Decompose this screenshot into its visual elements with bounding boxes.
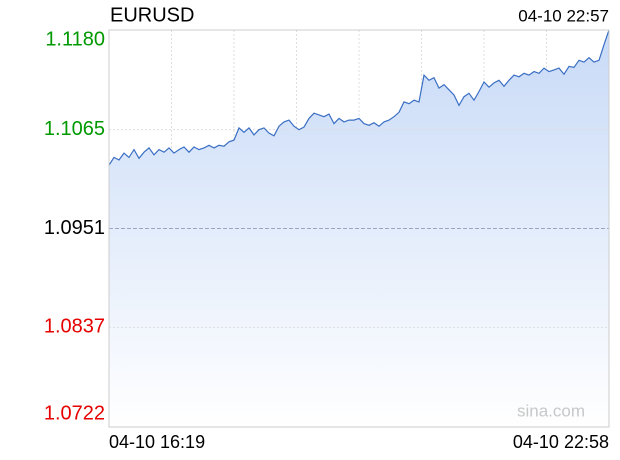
x-tick-label: 04-10 16:19 [109, 432, 205, 452]
x-tick-label: 04-10 22:58 [513, 432, 609, 452]
plot-border [108, 29, 610, 428]
y-tick-label: 1.0951 [44, 217, 105, 239]
y-tick-label: 1.1180 [45, 28, 105, 50]
y-tick-label: 1.1065 [44, 118, 105, 140]
y-tick-label: 1.0722 [44, 402, 105, 424]
y-tick-label: 1.0837 [44, 316, 105, 338]
timestamp: 04-10 22:57 [518, 6, 609, 25]
watermark: sina.com [517, 401, 585, 420]
price-line [108, 29, 610, 166]
chart-title: EURUSD [110, 4, 194, 26]
